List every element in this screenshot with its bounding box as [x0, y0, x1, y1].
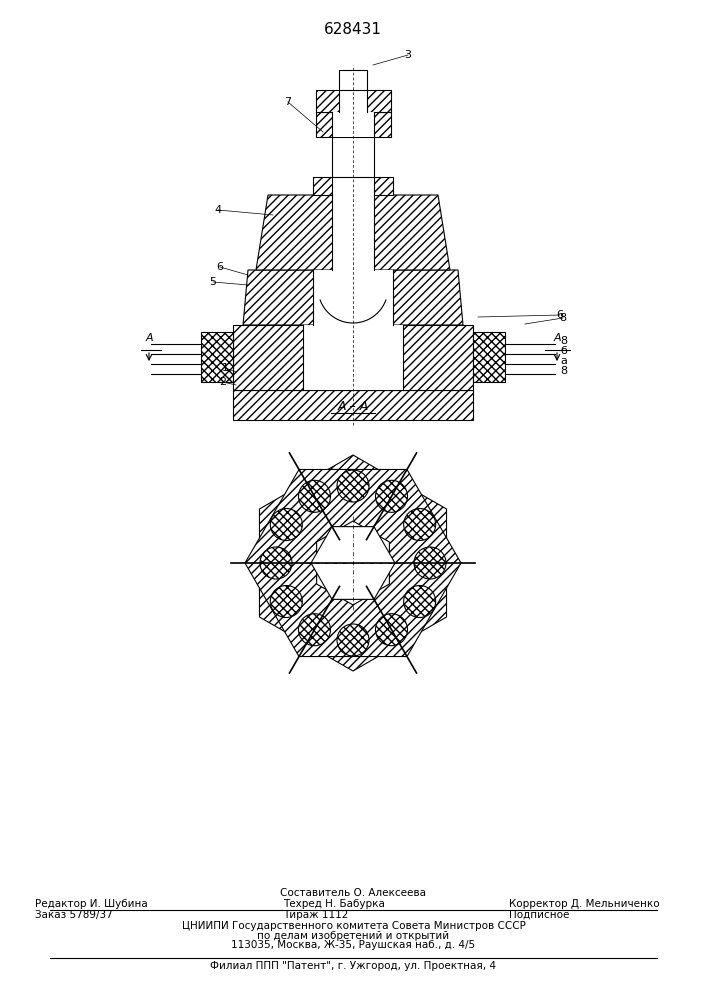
Text: 5: 5 [209, 277, 216, 287]
Text: А: А [145, 333, 153, 343]
Text: ЦНИИПИ Государственного комитета Совета Министров СССР: ЦНИИПИ Государственного комитета Совета … [182, 921, 525, 931]
Text: А: А [553, 333, 561, 343]
Text: 4: 4 [214, 205, 221, 215]
Bar [332, 177, 374, 195]
Circle shape [337, 624, 369, 656]
Bar [473, 332, 505, 382]
Text: Филиал ППП "Патент", г. Ужгород, ул. Проектная, 4: Филиал ППП "Патент", г. Ужгород, ул. Про… [211, 961, 496, 971]
Circle shape [298, 614, 330, 646]
Circle shape [260, 547, 292, 579]
Bar [316, 90, 391, 112]
Circle shape [404, 586, 436, 618]
Text: А – А: А – А [337, 400, 368, 414]
Text: 8: 8 [560, 336, 567, 346]
Text: 8: 8 [560, 366, 567, 376]
Bar [313, 270, 393, 325]
Text: 6: 6 [556, 310, 563, 320]
Text: Редактор И. Шубина: Редактор И. Шубина [35, 899, 148, 909]
Text: 8: 8 [559, 313, 566, 323]
Bar [332, 137, 374, 177]
Circle shape [404, 508, 436, 540]
Bar [233, 325, 473, 390]
Bar [201, 332, 233, 382]
Text: 7: 7 [284, 97, 291, 107]
Text: Подписное: Подписное [509, 910, 569, 920]
Circle shape [270, 585, 303, 617]
Text: Техред Н. Бабурка: Техред Н. Бабурка [283, 899, 385, 909]
Circle shape [337, 470, 369, 502]
Bar [332, 195, 374, 270]
Circle shape [375, 480, 407, 512]
Bar [332, 112, 374, 137]
Text: 1: 1 [221, 363, 228, 373]
Circle shape [414, 547, 446, 579]
Text: 6: 6 [216, 262, 223, 272]
Text: б: б [560, 346, 567, 356]
Text: по делам изобретений и открытий: по делам изобретений и открытий [257, 931, 450, 941]
Polygon shape [245, 469, 461, 657]
Bar [313, 177, 393, 195]
Polygon shape [259, 455, 447, 671]
Text: Заказ 5789/37: Заказ 5789/37 [35, 910, 113, 920]
Polygon shape [256, 195, 450, 270]
Bar [316, 112, 391, 137]
Text: Корректор Д. Мельниченко: Корректор Д. Мельниченко [509, 899, 660, 909]
Bar [339, 70, 367, 90]
Text: Составитель О. Алексеева: Составитель О. Алексеева [281, 888, 426, 898]
Circle shape [298, 480, 330, 512]
Text: Тираж 1112: Тираж 1112 [283, 910, 348, 920]
Text: а: а [560, 356, 567, 366]
Circle shape [270, 508, 303, 540]
Bar [233, 390, 473, 420]
Text: 2: 2 [219, 377, 226, 387]
Circle shape [375, 614, 407, 646]
Bar [303, 325, 403, 390]
Polygon shape [243, 270, 463, 325]
Text: 113035, Москва, Ж-35, Раушская наб., д. 4/5: 113035, Москва, Ж-35, Раушская наб., д. … [231, 940, 476, 950]
Text: 3: 3 [404, 50, 411, 60]
Text: 628431: 628431 [324, 22, 382, 37]
Polygon shape [317, 521, 390, 605]
Bar [339, 90, 367, 112]
Polygon shape [311, 527, 395, 599]
